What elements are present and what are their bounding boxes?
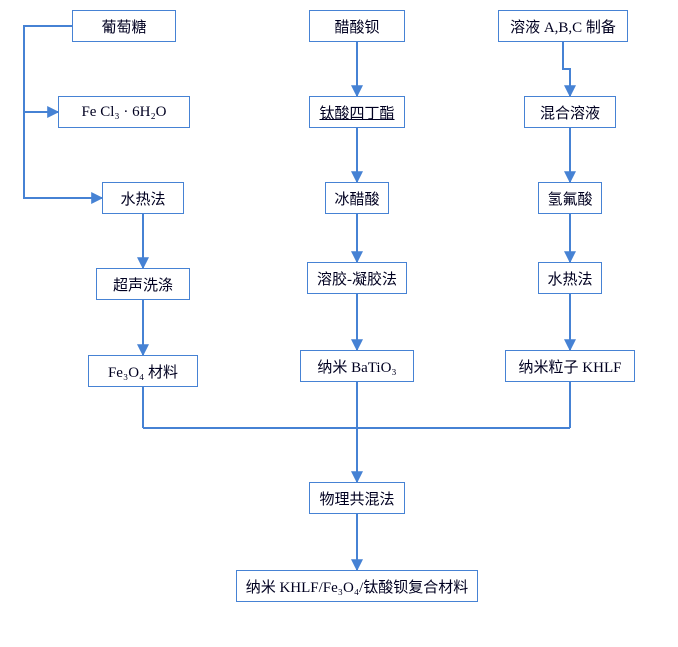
flowchart-node-n11: 溶液 A,B,C 制备: [498, 10, 628, 42]
node-label: Fe₃O₄ 材料: [108, 361, 178, 382]
node-label: 混合溶液: [540, 102, 600, 123]
flowchart-node-n9: 溶胶-凝胶法: [307, 262, 407, 294]
flowchart-node-n5: Fe₃O₄ 材料: [88, 355, 198, 387]
node-label: 纳米粒子 KHLF: [519, 356, 622, 377]
node-label: 溶液 A,B,C 制备: [510, 16, 616, 37]
node-label: 冰醋酸: [334, 188, 379, 209]
flowchart-node-n15: 纳米粒子 KHLF: [505, 350, 635, 382]
node-label: 钛酸四丁酯: [319, 102, 394, 123]
node-label: 水热法: [547, 268, 592, 289]
flowchart-node-n8: 冰醋酸: [325, 182, 389, 214]
node-label: 氢氟酸: [547, 188, 592, 209]
node-label: 纳米 KHLF/Fe₃O₄/钛酸钡复合材料: [246, 576, 469, 597]
flowchart-node-n12: 混合溶液: [524, 96, 616, 128]
node-label: 水热法: [120, 188, 165, 209]
flowchart-node-n4: 超声洗涤: [96, 268, 190, 300]
node-label: 物理共混法: [319, 488, 394, 509]
node-label: Fe Cl₃ · 6H₂O: [81, 104, 166, 121]
flowchart-node-n6: 醋酸钡: [309, 10, 405, 42]
flowchart-node-n1: 葡萄糖: [72, 10, 176, 42]
node-label: 溶胶-凝胶法: [317, 268, 397, 289]
node-label: 纳米 BaTiO₃: [317, 356, 396, 377]
flowchart-node-n17: 纳米 KHLF/Fe₃O₄/钛酸钡复合材料: [236, 570, 478, 602]
node-label: 超声洗涤: [113, 274, 173, 295]
flowchart-node-n2: Fe Cl₃ · 6H₂O: [58, 96, 190, 128]
node-label: 醋酸钡: [334, 16, 379, 37]
flowchart-node-n13: 氢氟酸: [538, 182, 602, 214]
flowchart-node-n7: 钛酸四丁酯: [309, 96, 405, 128]
flowchart-node-n10: 纳米 BaTiO₃: [300, 350, 414, 382]
node-label: 葡萄糖: [101, 16, 146, 37]
flowchart-node-n14: 水热法: [538, 262, 602, 294]
flowchart-node-n3: 水热法: [102, 182, 184, 214]
flowchart-node-n16: 物理共混法: [309, 482, 405, 514]
